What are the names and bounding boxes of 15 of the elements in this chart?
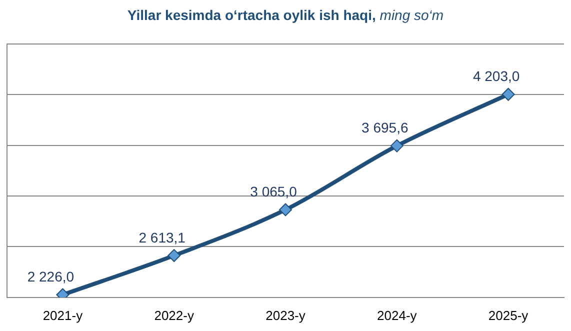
x-tick-label: 2021-y [42,308,84,323]
data-label: 4 203,0 [472,68,520,84]
x-tick-label: 2025-y [488,308,529,323]
data-label: 2 613,1 [138,229,186,246]
data-label: 3 695,6 [362,120,408,136]
data-label: 2 226,0 [27,268,74,285]
x-tick-label: 2022-y [154,308,194,323]
chart-title: Yillar kesimda o‘rtacha oylik ish haqi, ming so‘m [126,6,445,25]
point [390,139,404,152]
x-tick-label: 2024-y [377,308,418,323]
data-label: 3 065,0 [250,184,298,200]
point [279,203,292,216]
point [502,88,515,101]
x-tick-label: 2023-y [266,308,306,323]
point [168,249,181,262]
